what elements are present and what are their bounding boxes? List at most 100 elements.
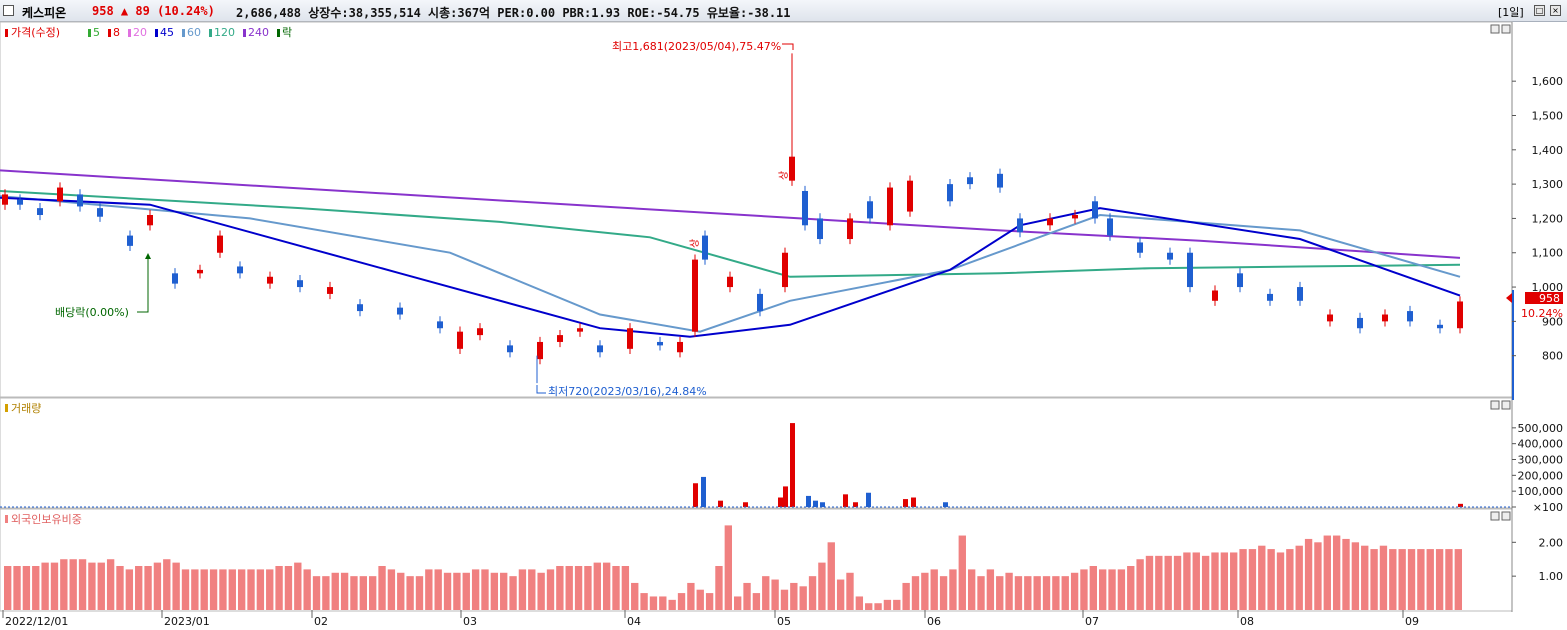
x-tick-label: 2022/12/01	[5, 615, 68, 628]
x-tick-label: 2023/01	[164, 615, 210, 628]
foreign-bar	[425, 569, 433, 610]
foreign-bar	[593, 562, 601, 610]
high-arrow-icon	[782, 43, 794, 50]
foreign-bar	[565, 566, 573, 610]
y-tick-label: 1,200	[1532, 212, 1564, 225]
foreign-bar	[1145, 555, 1154, 610]
foreign-bar	[846, 572, 854, 610]
price-range-marker	[1512, 290, 1514, 400]
foreign-bar	[1417, 549, 1425, 610]
candle	[1437, 324, 1443, 329]
legend-ma-label: 8	[113, 26, 120, 39]
candle	[887, 187, 893, 226]
period-selector[interactable]: [1일]	[1498, 6, 1524, 19]
low-annotation: 최저720(2023/03/16),24.84%	[548, 385, 707, 398]
foreign-bar	[1108, 569, 1116, 610]
panel-buttons[interactable]	[1490, 24, 1511, 521]
foreign-bar	[1426, 549, 1434, 610]
volume-tick-label: 300,000	[1518, 454, 1564, 467]
volume-bar	[1458, 503, 1463, 507]
y-tick-label: 1,000	[1532, 281, 1564, 294]
volume-bar	[693, 483, 698, 507]
candle	[967, 177, 973, 185]
foreign-bar	[1314, 542, 1322, 610]
foreign-bar	[350, 576, 358, 610]
volume-tick-label: 400,000	[1518, 438, 1564, 451]
candle	[1407, 311, 1413, 322]
foreign-legend: 외국인보유비중	[5, 513, 82, 526]
price-legend: 가격(수정) 5 8 20 45 60 120 240 락	[5, 26, 292, 39]
foreign-bar	[88, 562, 96, 610]
foreign-bar	[228, 569, 236, 610]
price-tag-pct: 10.24%	[1521, 307, 1563, 320]
volume-bar	[820, 502, 825, 507]
foreign-bar	[518, 569, 527, 610]
foreign-bar	[462, 572, 470, 610]
candle	[1092, 201, 1098, 219]
foreign-bar	[771, 579, 779, 610]
candle	[197, 269, 203, 274]
legend-ma-swatch	[243, 29, 246, 37]
candle	[217, 235, 223, 253]
volume-bar	[813, 500, 818, 507]
foreign-bar	[1351, 542, 1360, 610]
y-tick-label: 1,500	[1532, 109, 1564, 122]
legend-foreign-label: 외국인보유비중	[11, 513, 82, 526]
volume-bar	[790, 423, 795, 507]
foreign-panel-close-icon[interactable]	[1501, 511, 1511, 521]
volume-bar	[806, 495, 811, 507]
foreign-bar	[415, 576, 424, 610]
foreign-tick-label: 1.00	[1539, 570, 1564, 583]
foreign-bar	[397, 572, 405, 610]
close-icon[interactable]: ×	[1550, 5, 1561, 16]
legend-ma-label: 45	[160, 26, 174, 39]
foreign-bar	[874, 603, 882, 610]
dividend-annotation: 배당락(0.00%)	[55, 306, 129, 319]
foreign-bar	[621, 566, 630, 610]
foreign-bar	[921, 572, 929, 610]
foreign-bar	[509, 576, 517, 610]
volume-panel-max-icon[interactable]	[1490, 400, 1500, 410]
foreign-tick-label: 2.00	[1539, 536, 1564, 549]
foreign-bar	[294, 562, 302, 610]
foreign-bar	[537, 572, 545, 610]
foreign-bar	[659, 596, 667, 610]
price-panel-close-icon[interactable]	[1501, 24, 1511, 34]
foreign-bar	[1173, 555, 1182, 610]
foreign-bar	[1276, 552, 1285, 610]
foreign-bar	[471, 569, 480, 610]
legend-ma-swatch	[108, 29, 111, 37]
legend-ma-label: 락	[282, 26, 292, 39]
up-arrow-icon: ▲	[120, 4, 129, 18]
foreign-bar	[97, 562, 105, 610]
foreign-bar	[855, 596, 864, 610]
volume-panel-close-icon[interactable]	[1501, 400, 1511, 410]
select-checkbox[interactable]	[3, 5, 14, 16]
x-tick-label: 03	[463, 615, 477, 628]
foreign-bar	[1286, 549, 1294, 610]
stock-stats: 2,686,488 상장수:38,355,514 시총:367억 PER:0.0…	[236, 6, 791, 20]
volume-bar	[911, 497, 916, 507]
legend-volume-label: 거래량	[11, 402, 41, 415]
foreign-bar	[949, 569, 957, 610]
price-panel-max-icon[interactable]	[1490, 24, 1500, 34]
upper-limit-mark-1: 상	[689, 239, 701, 248]
foreign-bar	[1379, 545, 1388, 610]
candle	[1357, 317, 1363, 329]
foreign-bar	[32, 566, 40, 610]
candle	[847, 218, 853, 240]
volume-tick-label: 100,000	[1518, 485, 1564, 498]
foreign-bar	[1070, 572, 1079, 610]
candle	[1212, 290, 1218, 301]
legend-ma-swatch	[209, 29, 212, 37]
foreign-bar	[434, 569, 442, 610]
foreign-panel-max-icon[interactable]	[1490, 511, 1500, 521]
foreign-bar	[696, 589, 704, 610]
candle	[172, 273, 178, 284]
foreign-bar	[481, 569, 489, 610]
candle	[147, 215, 153, 226]
foreign-bar	[256, 569, 265, 610]
maximize-icon[interactable]: □	[1534, 5, 1545, 16]
candle	[477, 328, 483, 336]
